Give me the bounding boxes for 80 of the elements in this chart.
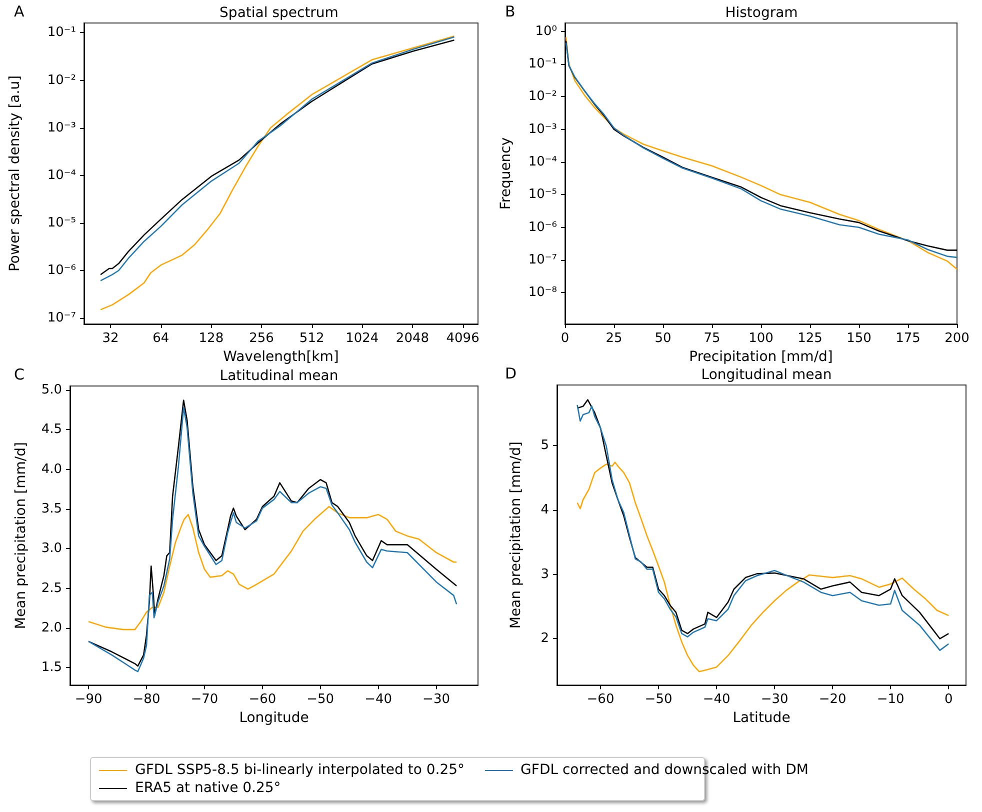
x-tick-label: 512 [299,331,324,346]
y-tick-label: 3.5 [41,501,62,516]
x-tick-label: 50 [654,331,672,346]
x-tick-label: 1024 [346,331,379,346]
y-tick-label: 10⁻² [47,72,76,88]
y-tick-label: 10⁻⁶ [528,220,557,235]
x-tick-label: −30 [760,692,788,708]
y-tick-label: 10⁻⁶ [47,263,76,278]
x-tick-label: 0 [944,692,953,708]
chart-title: Spatial spectrum [220,5,338,21]
x-tick-label: 32 [102,331,119,346]
y-tick-label: 10⁻¹ [47,25,76,40]
y-tick-label: 10⁻⁵ [47,215,76,230]
y-tick-label: 10⁰ [535,24,557,39]
y-tick-label: 10⁻¹ [528,56,557,72]
x-tick-label: −90 [74,692,102,708]
text: B [505,2,516,20]
y-tick-label: 10⁻⁷ [528,252,557,268]
legend-label: GFDL SSP5-8.5 bi-linearly interpolated to 0.25° [135,762,465,778]
x-tick-label: −50 [644,692,672,708]
x-tick-label: −80 [132,692,160,708]
x-tick-label: 2048 [396,331,430,346]
text: C [14,366,24,384]
x-axis-title: Longitude [239,710,309,726]
y-tick-label: 1.5 [41,660,62,676]
y-axis-title: Mean precipitation [mm/d] [13,442,29,630]
y-tick-label: 10⁻⁴ [47,168,76,183]
chart-title: Histogram [725,5,798,21]
y-tick-label: 10⁻⁵ [528,187,557,202]
chart-title: Latitudinal mean [220,368,338,384]
x-tick-label: 75 [704,331,720,346]
x-tick-label: 125 [798,331,822,346]
x-tick-label: 25 [606,331,622,346]
text: D [505,364,517,382]
legend-label: ERA5 at native 0.25° [135,780,281,796]
y-axis-title: Frequency [498,137,514,210]
y-axis-title: Mean precipitation [mm/d] [508,442,524,629]
y-tick-label: 2.0 [41,620,62,636]
y-tick-label: 4.5 [41,422,62,438]
y-tick-label: 10⁻⁴ [528,154,557,170]
x-axis-title: Latitude [732,710,790,726]
y-tick-label: 2 [540,631,549,646]
y-tick-label: 5.0 [41,382,62,398]
x-tick-label: 4096 [446,331,480,346]
x-tick-label: 100 [748,331,774,346]
chart-title: Longitudinal mean [701,367,832,383]
y-tick-label: 3.0 [41,541,62,556]
line-series [88,506,458,630]
x-tick-label: −30 [422,692,450,708]
text: A [14,2,25,20]
x-tick-label: 64 [152,331,170,346]
line-series [576,462,950,672]
y-tick-label: 10⁻⁷ [47,310,76,326]
y-tick-label: 10⁻³ [47,120,76,136]
y-tick-label: 4.0 [41,462,62,477]
x-tick-label: −60 [586,692,614,708]
x-tick-label: 0 [560,331,570,346]
x-tick-label: −70 [190,692,218,708]
x-tick-label: 256 [249,331,274,346]
y-tick-label: 4 [540,502,549,518]
x-tick-label: −50 [306,692,334,708]
x-tick-label: −40 [364,692,392,708]
y-tick-label: 10⁻² [528,89,557,104]
y-tick-label: 10⁻³ [528,122,557,137]
y-axis-title: Power spectral density [a.u] [7,75,23,272]
x-tick-label: 150 [846,331,872,346]
y-tick-label: 10⁻⁸ [528,285,557,300]
x-tick-label: 175 [896,331,920,346]
x-tick-label: 200 [944,331,970,346]
legend-label: GFDL corrected and downscaled with DM [520,762,808,778]
y-tick-label: 2.5 [41,580,62,596]
x-axis-title: Wavelength[km] [223,348,339,365]
y-tick-label: 3 [540,566,549,582]
x-tick-label: −10 [876,692,904,708]
x-tick-label: −60 [248,692,276,708]
x-tick-label: −20 [818,692,846,708]
x-axis-title: Precipitation [mm/d] [689,348,833,365]
y-tick-label: 5 [540,438,549,454]
x-tick-label: 128 [198,331,224,346]
x-tick-label: −40 [702,692,730,708]
